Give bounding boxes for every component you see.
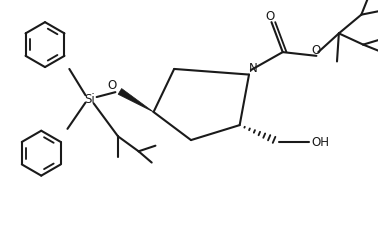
Text: N: N <box>248 62 257 75</box>
Text: OH: OH <box>311 136 329 149</box>
Text: O: O <box>265 10 274 23</box>
Text: O: O <box>107 79 116 92</box>
Text: O: O <box>312 43 321 56</box>
Text: Si: Si <box>84 93 95 106</box>
Polygon shape <box>118 89 154 112</box>
